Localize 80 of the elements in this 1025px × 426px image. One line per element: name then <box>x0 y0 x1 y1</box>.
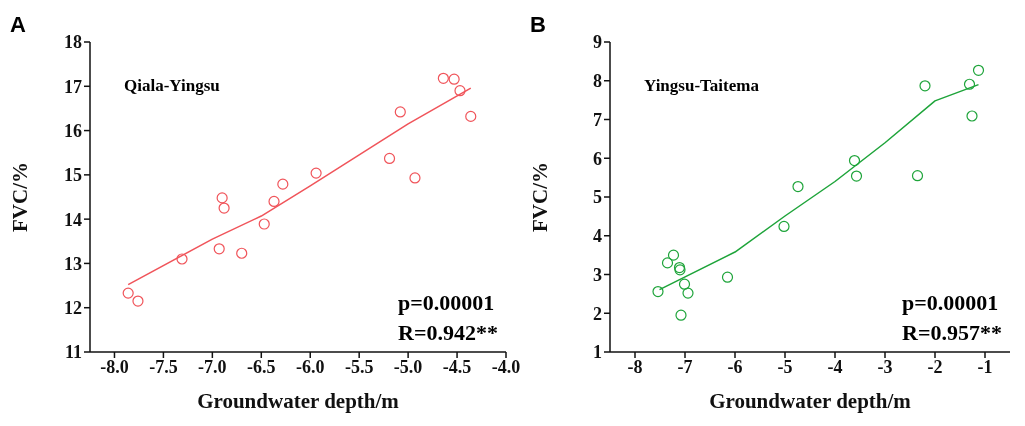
point <box>465 110 477 122</box>
x-tick-label: -7 <box>677 356 693 377</box>
x-tick-label: -1 <box>977 356 993 377</box>
x-tick-label: -7.5 <box>149 356 178 377</box>
point <box>919 80 931 92</box>
y-tick-label: 13 <box>64 253 82 274</box>
point <box>972 64 985 76</box>
point <box>966 110 978 122</box>
x-tick-label: -2 <box>927 356 943 377</box>
point <box>216 192 228 204</box>
point <box>218 202 230 214</box>
y-tick-label: 15 <box>64 165 82 186</box>
y-tick-label: 3 <box>593 264 602 285</box>
point <box>792 180 804 193</box>
point <box>122 287 134 299</box>
y-tick-label: 1 <box>593 342 602 363</box>
point <box>236 247 248 259</box>
point <box>911 170 924 182</box>
point <box>448 73 460 85</box>
point <box>437 72 449 84</box>
x-tick-label: -5 <box>777 356 793 377</box>
x-tick-label: -7.0 <box>198 356 227 377</box>
annotation: p=0.00001 <box>902 289 1000 317</box>
point <box>213 243 225 255</box>
point <box>383 152 396 165</box>
point <box>667 249 680 261</box>
point <box>394 106 406 118</box>
point <box>661 257 674 269</box>
point <box>778 220 790 233</box>
point <box>848 154 861 167</box>
x-tick-label: -4.0 <box>491 356 521 377</box>
x-tick-label: -8.0 <box>100 356 129 377</box>
point <box>176 253 188 265</box>
y-tick-label: 2 <box>593 303 602 324</box>
x-axis-title: Groundwater depth/m <box>197 389 400 413</box>
point <box>682 287 694 299</box>
point <box>652 285 664 298</box>
point <box>963 78 976 90</box>
y-tick-label: 7 <box>593 109 602 130</box>
x-tick-label: -4 <box>827 356 843 377</box>
x-tick-label: -6 <box>727 356 743 377</box>
y-tick-label: 9 <box>593 32 602 53</box>
point <box>454 85 466 97</box>
point <box>310 167 322 179</box>
y-axis-title: FVC/% <box>8 162 33 232</box>
x-tick-label: -4.5 <box>442 356 472 377</box>
y-tick-label: 8 <box>593 71 602 92</box>
point <box>675 309 687 321</box>
point <box>850 170 863 182</box>
y-tick-label: 16 <box>64 120 82 141</box>
x-tick-label: -6.5 <box>247 356 276 377</box>
y-tick-label: 18 <box>64 32 82 53</box>
annotation: R=0.942** <box>398 319 498 347</box>
annotation: Qiala-Yingsu <box>124 76 220 96</box>
x-axis-title: Groundwater depth/m <box>709 389 912 413</box>
x-tick-label: -3 <box>877 356 893 377</box>
y-tick-label: 17 <box>64 76 82 97</box>
chart-title: A <box>10 12 26 38</box>
y-tick-label: 5 <box>593 187 602 208</box>
y-tick-label: 6 <box>593 148 602 169</box>
point <box>258 218 270 230</box>
chart-title: B <box>530 12 546 38</box>
y-axis-title: FVC/% <box>528 162 553 232</box>
x-tick-label: -5.5 <box>344 356 374 377</box>
y-tick-label: 11 <box>64 342 82 363</box>
point <box>409 172 421 184</box>
annotation: p=0.00001 <box>398 289 496 317</box>
point <box>721 271 734 283</box>
x-tick-label: -8 <box>627 356 643 377</box>
point <box>277 178 289 190</box>
y-tick-label: 4 <box>593 226 602 247</box>
point <box>268 195 280 208</box>
y-tick-label: 14 <box>64 209 82 230</box>
point <box>678 278 691 290</box>
x-tick-label: -5.0 <box>393 356 423 377</box>
annotation: R=0.957** <box>902 319 1002 347</box>
annotation: Yingsu-Taitema <box>644 76 759 96</box>
x-tick-label: -6.0 <box>295 356 325 377</box>
point <box>132 295 144 307</box>
y-tick-label: 12 <box>64 298 82 319</box>
